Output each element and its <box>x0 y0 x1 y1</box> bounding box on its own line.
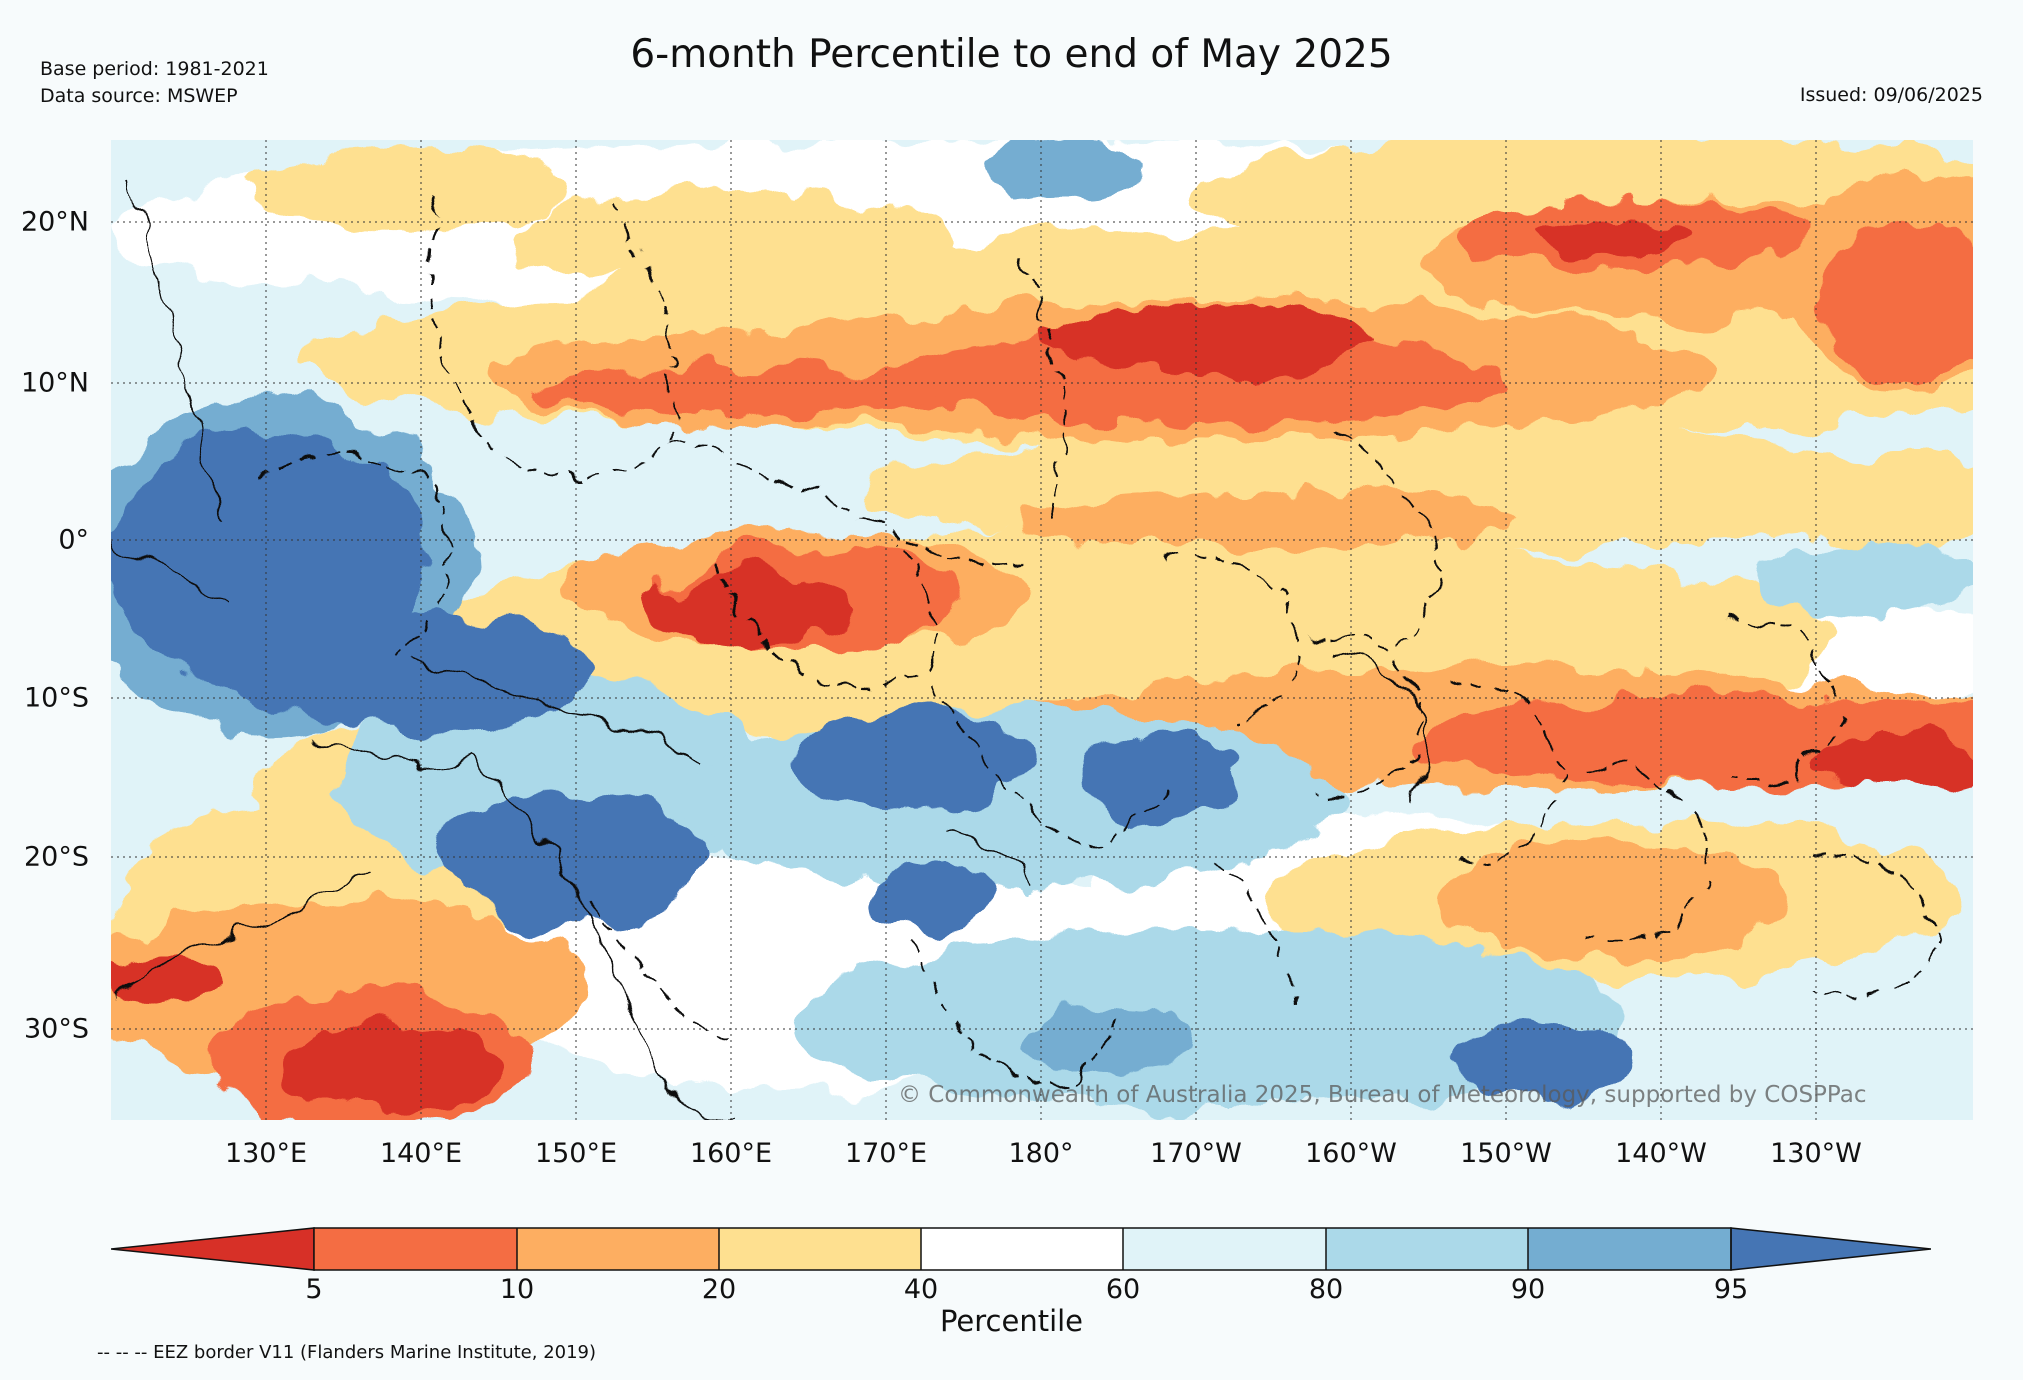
colorbar-tick-60: 60 <box>1105 1274 1141 1305</box>
australia-coast-east <box>310 739 732 1120</box>
eez-borders <box>260 199 1943 1083</box>
lon-label-150e: 150°E <box>534 1138 618 1169</box>
lat-label-10n: 10°N <box>20 367 89 399</box>
australia-coast-north <box>111 869 372 1001</box>
colorbar-tick-10: 10 <box>499 1274 535 1305</box>
metadata-block: Base period: 1981-2021 Data source: MSWE… <box>40 56 269 110</box>
graticule <box>111 140 1973 1120</box>
colorbar-seg-10-20 <box>517 1228 719 1270</box>
percentile-fields <box>111 140 1973 1120</box>
lat-label-10s: 10°S <box>24 682 89 714</box>
data-source-text: Data source: MSWEP <box>40 85 238 107</box>
colorbar-seg-90-95 <box>1528 1228 1731 1270</box>
eez-footnote: -- -- -- EEZ border V11 (Flanders Marine… <box>97 1342 597 1363</box>
philippines-coast <box>130 179 222 521</box>
indonesia-coast <box>111 539 232 601</box>
colorbar-tick-95: 95 <box>1713 1274 1749 1305</box>
map-canvas <box>111 140 1973 1120</box>
lon-label-170e: 170°E <box>844 1138 928 1169</box>
lat-label-30s: 30°S <box>24 1013 89 1045</box>
colorbar-label: Percentile <box>939 1304 1084 1338</box>
copyright-notice: © Commonwealth of Australia 2025, Bureau… <box>898 1082 1867 1108</box>
lat-label-20s: 20°S <box>24 841 89 873</box>
colorbar-seg-80-90 <box>1326 1228 1528 1270</box>
colorbar-tick-80: 80 <box>1308 1274 1344 1305</box>
colorbar-seg-lt5 <box>111 1227 315 1271</box>
coastlines <box>111 179 1428 1120</box>
kiribati-border <box>1340 649 1428 801</box>
lat-label-20n: 20°N <box>20 206 89 238</box>
lon-label-140w: 140°W <box>1615 1138 1707 1169</box>
lon-label-160w: 160°W <box>1305 1138 1397 1169</box>
lon-label-180: 180° <box>1008 1138 1074 1169</box>
lon-label-130e: 130°E <box>224 1138 308 1169</box>
base-period-text: Base period: 1981-2021 <box>40 58 269 80</box>
colorbar-seg-5-10 <box>314 1228 517 1270</box>
colorbar-tick-40: 40 <box>903 1274 939 1305</box>
colorbar-tick-90: 90 <box>1510 1274 1546 1305</box>
colorbar-seg-20-40 <box>719 1228 921 1270</box>
colorbar-seg-40-60 <box>921 1228 1123 1270</box>
lon-label-140e: 140°E <box>379 1138 463 1169</box>
lat-label-0: 0° <box>58 524 89 556</box>
lon-label-150w: 150°W <box>1460 1138 1552 1169</box>
colorbar-tick-5: 5 <box>305 1274 323 1305</box>
lon-label-160e: 160°E <box>689 1138 773 1169</box>
new-guinea-coast <box>410 659 702 761</box>
issued-date: Issued: 09/06/2025 <box>1799 84 1983 106</box>
map-title: 6-month Percentile to end of May 2025 <box>630 32 1393 77</box>
lon-label-130w: 130°W <box>1770 1138 1862 1169</box>
colorbar-tick-20: 20 <box>701 1274 737 1305</box>
percentile-map <box>111 140 1973 1120</box>
colorbar-seg-gt95 <box>1730 1227 1931 1271</box>
lon-label-170w: 170°W <box>1150 1138 1242 1169</box>
colorbar-seg-60-80 <box>1123 1228 1326 1270</box>
new-caledonia-coast <box>950 829 1032 881</box>
colorbar <box>111 1227 1931 1271</box>
